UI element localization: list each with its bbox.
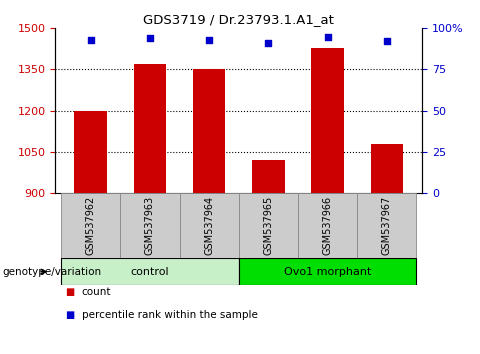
Point bbox=[383, 39, 391, 44]
Text: GSM537964: GSM537964 bbox=[204, 196, 214, 255]
Text: GSM537963: GSM537963 bbox=[145, 196, 155, 255]
Title: GDS3719 / Dr.23793.1.A1_at: GDS3719 / Dr.23793.1.A1_at bbox=[144, 13, 334, 26]
Bar bbox=[252, 160, 285, 193]
Text: Ovo1 morphant: Ovo1 morphant bbox=[284, 267, 372, 277]
Text: GSM537967: GSM537967 bbox=[382, 196, 392, 255]
Text: count: count bbox=[82, 287, 111, 297]
Bar bbox=[239, 193, 298, 258]
Point bbox=[264, 40, 272, 46]
Bar bbox=[357, 193, 417, 258]
Bar bbox=[61, 258, 239, 285]
Bar bbox=[120, 193, 180, 258]
Bar bbox=[298, 193, 357, 258]
Point bbox=[146, 35, 154, 41]
Bar bbox=[74, 111, 107, 193]
Point bbox=[205, 37, 213, 43]
Bar bbox=[133, 64, 166, 193]
Point bbox=[87, 37, 95, 43]
Bar bbox=[239, 258, 417, 285]
Text: genotype/variation: genotype/variation bbox=[2, 267, 102, 277]
Bar bbox=[371, 144, 403, 193]
Bar bbox=[312, 47, 344, 193]
Bar bbox=[180, 193, 239, 258]
Text: ■: ■ bbox=[65, 287, 74, 297]
Point bbox=[324, 34, 332, 39]
Text: percentile rank within the sample: percentile rank within the sample bbox=[82, 310, 257, 320]
Text: GSM537962: GSM537962 bbox=[86, 196, 96, 255]
Text: ■: ■ bbox=[65, 310, 74, 320]
Text: GSM537965: GSM537965 bbox=[264, 196, 274, 255]
Text: GSM537966: GSM537966 bbox=[323, 196, 333, 255]
Bar bbox=[193, 69, 226, 193]
Text: control: control bbox=[131, 267, 169, 277]
Bar bbox=[61, 193, 120, 258]
